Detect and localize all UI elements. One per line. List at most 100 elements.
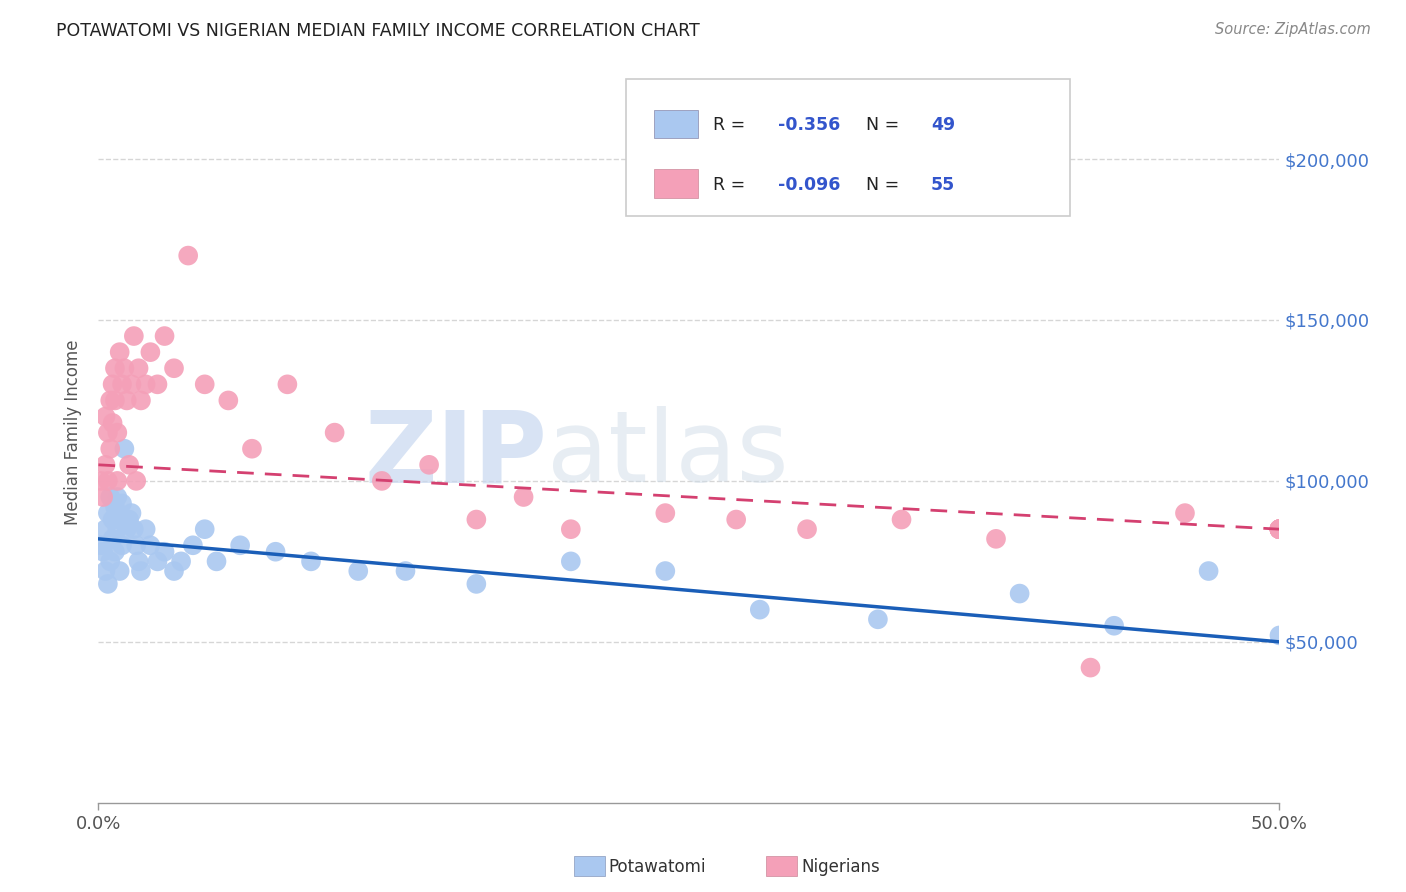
Point [194,377,217,392]
Point [121,377,143,392]
Text: R =: R = [713,116,751,135]
Point [97,577,120,591]
Point [1268,522,1291,536]
Text: N =: N = [866,176,905,194]
Point [205,554,228,568]
Point [91,545,114,559]
Point [122,329,145,343]
Point [1080,660,1102,674]
Point [465,577,488,591]
Point [98,393,121,408]
Point [371,474,394,488]
Point [98,490,121,504]
Point [1198,564,1220,578]
Point [105,474,128,488]
Point [512,490,534,504]
Point [129,393,152,408]
Point [101,512,124,526]
Point [654,506,676,520]
Point [654,564,676,578]
Point [135,377,157,392]
Point [1268,522,1291,536]
Point [112,442,135,456]
Point [101,532,124,546]
Point [1268,628,1291,642]
Point [128,554,150,568]
Point [240,442,263,456]
Point [323,425,346,440]
Point [111,496,134,510]
Text: -0.356: -0.356 [778,116,839,135]
Point [129,564,152,578]
Point [105,522,128,536]
Point [748,602,770,616]
Point [1268,522,1291,536]
Point [1268,522,1291,536]
Point [115,393,138,408]
Point [229,538,252,552]
Point [1268,522,1291,536]
Point [163,564,186,578]
Point [146,554,169,568]
Point [264,545,287,559]
Point [108,564,131,578]
Point [90,474,112,488]
Point [560,554,582,568]
Point [118,512,141,526]
Bar [654,169,699,197]
Point [111,377,134,392]
Point [115,522,138,536]
Point [276,377,298,392]
Text: 49: 49 [931,116,955,135]
Point [97,425,120,440]
Text: R =: R = [713,176,751,194]
Point [104,393,127,408]
Text: Source: ZipAtlas.com: Source: ZipAtlas.com [1215,22,1371,37]
Y-axis label: Median Family Income: Median Family Income [65,340,83,525]
Text: -0.096: -0.096 [778,176,839,194]
Point [153,545,176,559]
Point [122,522,145,536]
Text: POTAWATOMI VS NIGERIAN MEDIAN FAMILY INCOME CORRELATION CHART: POTAWATOMI VS NIGERIAN MEDIAN FAMILY INC… [56,22,700,40]
Point [1174,506,1197,520]
Point [125,474,148,488]
Point [299,554,322,568]
FancyBboxPatch shape [626,78,1070,217]
Point [1268,522,1291,536]
Point [94,409,117,424]
Point [90,538,112,552]
Point [128,361,150,376]
Point [465,512,488,526]
Point [104,545,127,559]
Point [97,506,120,520]
Point [98,554,121,568]
Text: Nigerians: Nigerians [801,858,880,876]
Point [135,522,157,536]
Point [394,564,416,578]
Point [125,538,148,552]
Point [104,361,127,376]
Point [153,329,176,343]
Point [111,538,134,552]
Point [105,490,128,504]
Point [347,564,370,578]
Point [108,512,131,526]
Point [98,442,121,456]
Text: ZIP: ZIP [364,407,547,503]
Point [1008,586,1031,600]
Point [1102,619,1125,633]
Point [91,490,114,504]
Point [984,532,1007,546]
Point [121,506,143,520]
Point [101,377,124,392]
Point [146,377,169,392]
Point [418,458,440,472]
Point [94,458,117,472]
Point [1268,522,1291,536]
Point [560,522,582,536]
Point [94,522,117,536]
Point [194,522,217,536]
Point [94,564,117,578]
Point [104,500,127,514]
Point [1268,522,1291,536]
